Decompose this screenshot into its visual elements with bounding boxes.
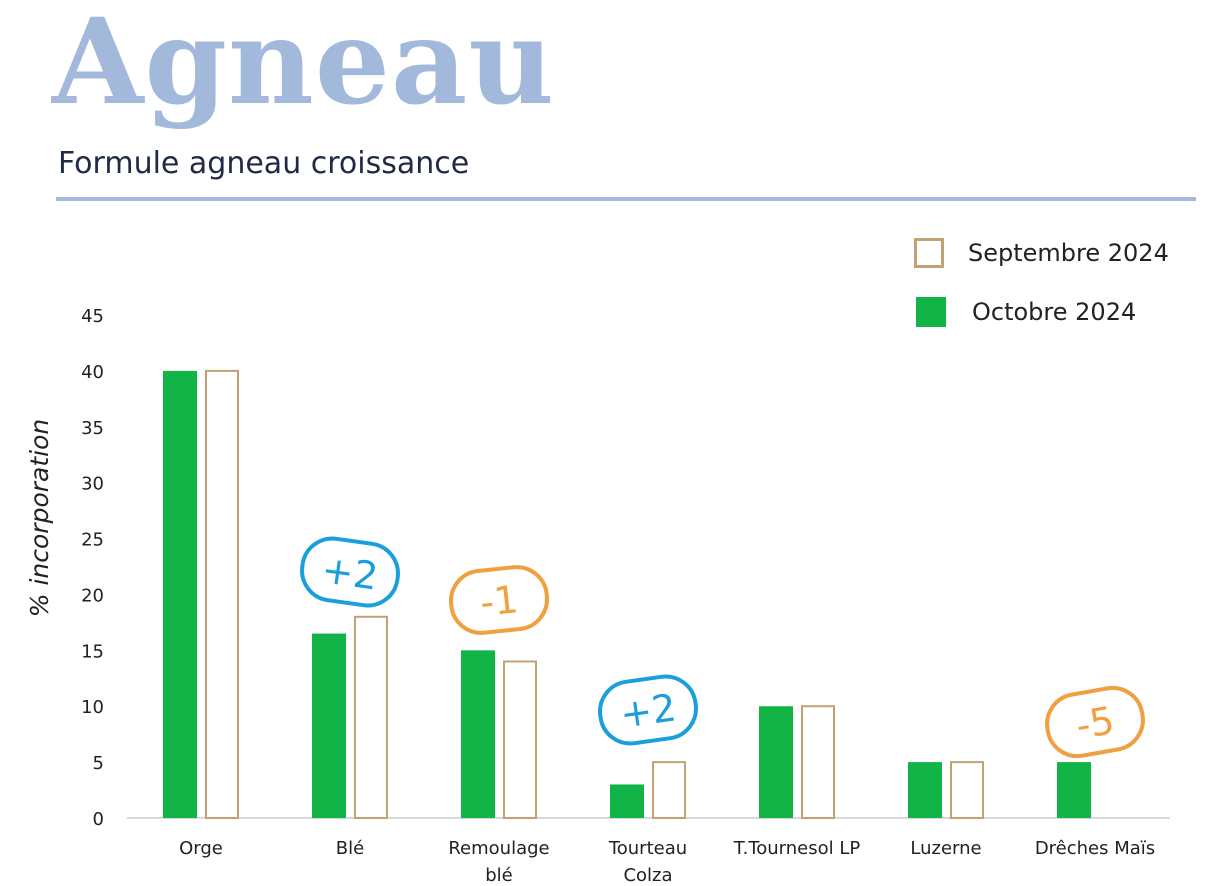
page-subtitle: Formule agneau croissance: [58, 146, 470, 181]
bar-septembre: [205, 369, 239, 819]
change-badge-outline: [448, 565, 550, 635]
change-badge: +2: [598, 674, 698, 746]
x-tick-label: Blé: [336, 838, 364, 859]
y-tick-label: 15: [81, 641, 104, 662]
x-tick-label: Luzerne: [910, 838, 981, 859]
y-tick-label: 30: [81, 474, 104, 495]
change-badge-outline: [1045, 685, 1145, 759]
bar-septembre: [801, 705, 835, 820]
y-tick-label: 40: [81, 362, 104, 383]
bar-octobre: [163, 370, 197, 818]
bar-octobre: [461, 650, 495, 818]
y-axis-label: % incorporation: [25, 419, 54, 617]
x-tick-label: Remoulage: [448, 838, 549, 859]
legend-label-septembre: Septembre 2024: [968, 239, 1169, 267]
legend-item-septembre: Septembre 2024: [914, 238, 1169, 268]
x-tick-label: Tourteau: [608, 838, 687, 859]
x-tick-label: Orge: [179, 838, 223, 859]
bar-septembre: [652, 761, 686, 819]
x-tick-label: T.Tournesol LP: [733, 838, 861, 859]
bar-octobre: [759, 706, 793, 818]
change-badge-label: -1: [478, 577, 520, 625]
y-tick-label: 25: [81, 530, 104, 551]
bar-septembre: [950, 761, 984, 819]
bar-septembre: [503, 660, 537, 819]
legend-swatch-septembre: [914, 238, 944, 268]
change-badge-outline: [598, 674, 698, 746]
legend-item-octobre: Octobre 2024: [916, 297, 1136, 327]
change-badge: -5: [1045, 685, 1145, 759]
change-badge-label: +2: [319, 547, 381, 598]
change-badge-label: -5: [1073, 698, 1118, 748]
y-tick-label: 10: [81, 697, 104, 718]
page-title: Agneau: [52, 0, 556, 131]
x-tick-label: blé: [485, 865, 513, 886]
x-tick-label: Drêches Maïs: [1035, 838, 1155, 859]
y-tick-label: 45: [81, 306, 104, 327]
change-badge-label: +2: [617, 685, 679, 736]
bar-septembre: [354, 615, 388, 819]
change-badge-outline: [300, 536, 400, 608]
y-tick-label: 5: [93, 753, 104, 774]
bar-octobre: [1057, 762, 1091, 818]
y-tick-label: 35: [81, 418, 104, 439]
legend-swatch-octobre: [916, 297, 946, 327]
bar-octobre: [312, 633, 346, 818]
y-tick-label: 0: [93, 809, 104, 830]
y-tick-label: 20: [81, 585, 104, 606]
change-badge: -1: [448, 565, 550, 635]
x-tick-label: Colza: [623, 865, 672, 886]
legend-label-octobre: Octobre 2024: [972, 298, 1137, 326]
title-divider: [56, 197, 1196, 201]
change-badge: +2: [300, 536, 400, 608]
bar-octobre: [610, 784, 644, 818]
bar-octobre: [908, 762, 942, 818]
